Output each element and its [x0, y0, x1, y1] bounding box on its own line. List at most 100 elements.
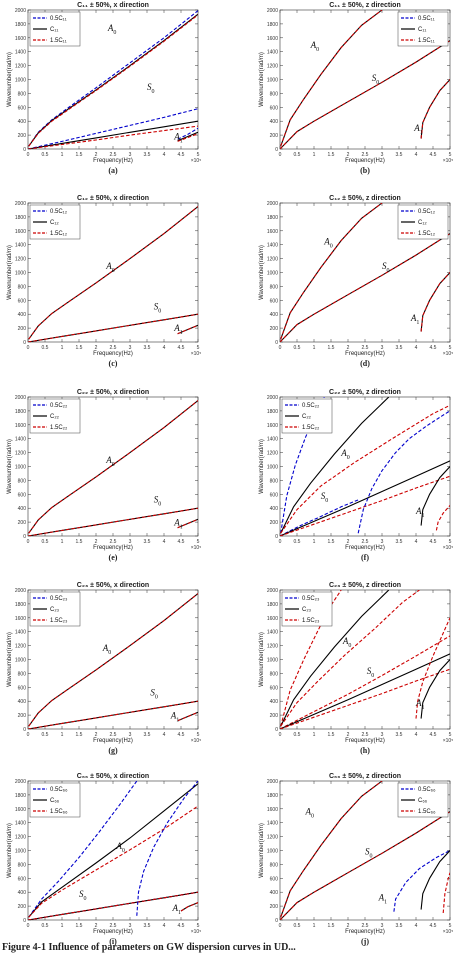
x-tick-label: 0.5: [294, 152, 301, 158]
chart-title: C₂₃ ± 50%, z direction: [329, 582, 401, 589]
mode-annotation: S0: [154, 495, 162, 508]
series-line-s0: [28, 108, 198, 149]
series-line-a0: [28, 781, 138, 918]
x-axis-label: Frequency(Hz): [93, 738, 133, 744]
series-line-a0: [280, 404, 450, 534]
series-line-a1: [177, 324, 198, 335]
x-tick-label: 3.5: [144, 152, 151, 158]
series-line-s0: [280, 499, 359, 536]
chart-title: C₁₂ ± 50%, z direction: [329, 195, 401, 202]
x-tick-label: 3: [129, 923, 132, 929]
legend-label: 0.5C₂₃: [302, 596, 320, 602]
y-tick-label: 1600: [267, 36, 278, 42]
chart-panel-h: C₂₃ ± 50%, z direction 0 200 400 600 800 1000 1…: [259, 582, 453, 755]
x-tick-label: 5: [449, 345, 452, 351]
series-line-s0: [280, 233, 450, 342]
x-tick-label: 5: [449, 152, 452, 158]
x-tick-label: 2.5: [110, 539, 117, 545]
x-tick-label: 4: [415, 923, 418, 929]
legend-label: 1.5C₂₃: [50, 618, 68, 624]
x-tick-label: 2: [347, 732, 350, 738]
x-tick-label: 0.5: [42, 923, 49, 929]
panel-label: (h): [360, 746, 370, 755]
panel-label: (g): [108, 746, 118, 755]
y-tick-label: 1800: [267, 22, 278, 28]
series-line-s0: [280, 811, 450, 920]
x-tick-label: 4.5: [178, 923, 185, 929]
legend: 0.5C₁₂ C₁₂ 1.5C₁₂: [397, 204, 449, 240]
x-tick-label: 0.5: [294, 345, 301, 351]
y-tick-label: 1200: [15, 835, 26, 841]
series-line-a1: [415, 617, 450, 719]
x-tick-label: 2: [95, 923, 98, 929]
legend-label: 0.5C₆₆: [50, 787, 68, 793]
panel-label: (f): [361, 553, 369, 562]
panel-label: (i): [109, 937, 117, 946]
y-tick-label: 1000: [15, 658, 26, 664]
x-tick-label: 0: [27, 345, 30, 351]
y-tick-label: 0: [275, 727, 278, 733]
y-tick-label: 200: [270, 133, 279, 139]
legend-label: 0.5C₁₂: [50, 209, 68, 215]
x-axis-label: Frequency(Hz): [345, 929, 385, 935]
y-tick-label: 1200: [15, 451, 26, 457]
legend-label: C₆₆: [50, 798, 60, 804]
y-tick-label: 200: [18, 904, 27, 910]
x-tick-label: 3.5: [396, 345, 403, 351]
x-tick-label: 3: [381, 539, 384, 545]
y-tick-label: 1800: [267, 409, 278, 415]
y-tick-label: 800: [270, 91, 279, 97]
x-tick-label: 0: [279, 923, 282, 929]
x-tick-label: 2: [347, 923, 350, 929]
y-tick-label: 400: [18, 312, 27, 318]
x-tick-label: 1: [313, 923, 316, 929]
y-axis-label: Wavenumber(rad/m): [7, 632, 13, 687]
y-tick-label: 0: [23, 918, 26, 924]
mode-annotation: S0: [372, 73, 380, 86]
mode-annotation: A0: [102, 643, 112, 656]
series-line-a1: [420, 79, 450, 139]
x-tick-label: 0.5: [294, 539, 301, 545]
chart-panel-a: C₁₁ ± 50%, x direction 0 200 400 600 800 1000 1…: [7, 2, 201, 175]
x-tick-label: 4.5: [178, 732, 185, 738]
y-tick-label: 1000: [267, 465, 278, 471]
series-line-s0: [28, 313, 198, 342]
legend: 0.5C₆₆ C₆₆ 1.5C₆₆: [29, 782, 81, 818]
series-line-a1: [177, 127, 198, 140]
y-tick-label: 400: [270, 506, 279, 512]
panel-label: (j): [361, 937, 369, 946]
y-tick-label: 1000: [267, 658, 278, 664]
y-tick-label: 1800: [15, 22, 26, 28]
series-line-s0: [28, 120, 198, 149]
mode-annotation: S0: [79, 889, 87, 902]
x-tick-label: 5: [449, 539, 452, 545]
x-tick-label: 4: [415, 539, 418, 545]
x-tick-label: 1.5: [328, 732, 335, 738]
x-tick-label: 0: [27, 923, 30, 929]
y-tick-label: 1400: [267, 243, 278, 249]
x-tick-label: 3.5: [144, 539, 151, 545]
y-tick-label: 1400: [15, 630, 26, 636]
y-tick-label: 200: [18, 713, 27, 719]
x-tick-label: 2.5: [362, 923, 369, 929]
series-line-s0: [28, 891, 198, 920]
y-tick-label: 1200: [267, 644, 278, 650]
x-tick-label: 1.5: [328, 152, 335, 158]
legend: 0.5C₂₃ C₂₃ 1.5C₂₃: [281, 591, 333, 627]
y-tick-label: 0: [23, 534, 26, 540]
y-axis-label: Wavenumber(rad/m): [7, 52, 13, 107]
y-tick-label: 1600: [15, 229, 26, 235]
x-tick-label: 0.5: [42, 152, 49, 158]
y-tick-label: 2000: [15, 779, 26, 785]
x-axis-label: Frequency(Hz): [93, 351, 133, 357]
x-exponent-label: ×10⁵: [191, 738, 202, 744]
legend: 0.5C₁₂ C₁₂ 1.5C₁₂: [29, 204, 81, 240]
y-axis-label: Wavenumber(rad/m): [259, 439, 265, 494]
x-tick-label: 3: [381, 923, 384, 929]
x-tick-label: 5: [197, 923, 200, 929]
mode-annotation: A1: [378, 893, 388, 906]
series-line-s0: [280, 460, 450, 536]
y-tick-label: 600: [270, 685, 279, 691]
x-axis-label: Frequency(Hz): [93, 545, 133, 551]
x-tick-label: 3: [381, 152, 384, 158]
